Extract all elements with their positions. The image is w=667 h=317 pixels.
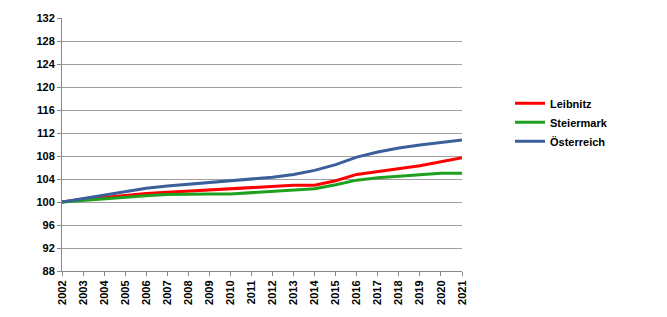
svg-text:2003: 2003 bbox=[77, 280, 89, 304]
svg-text:92: 92 bbox=[43, 242, 55, 254]
svg-text:120: 120 bbox=[36, 81, 54, 93]
svg-text:2016: 2016 bbox=[350, 280, 362, 304]
svg-text:2005: 2005 bbox=[119, 280, 131, 304]
svg-text:108: 108 bbox=[36, 150, 54, 162]
svg-text:2002: 2002 bbox=[56, 280, 68, 304]
svg-text:2010: 2010 bbox=[224, 280, 236, 304]
svg-text:96: 96 bbox=[43, 219, 55, 231]
svg-text:2006: 2006 bbox=[140, 280, 152, 304]
svg-text:128: 128 bbox=[36, 35, 54, 47]
svg-text:112: 112 bbox=[37, 127, 55, 139]
svg-text:Österreich: Österreich bbox=[550, 136, 605, 148]
svg-text:132: 132 bbox=[36, 12, 54, 24]
svg-text:Leibnitz: Leibnitz bbox=[550, 98, 592, 110]
svg-text:2004: 2004 bbox=[98, 280, 110, 305]
svg-text:124: 124 bbox=[36, 58, 55, 70]
svg-text:2012: 2012 bbox=[266, 280, 278, 304]
svg-text:2019: 2019 bbox=[413, 280, 425, 304]
svg-text:2009: 2009 bbox=[203, 280, 215, 304]
svg-text:2008: 2008 bbox=[182, 280, 194, 304]
svg-text:88: 88 bbox=[43, 265, 55, 277]
svg-text:2011: 2011 bbox=[245, 280, 257, 304]
svg-text:2015: 2015 bbox=[329, 280, 341, 304]
svg-text:2018: 2018 bbox=[392, 280, 404, 304]
svg-text:2021: 2021 bbox=[456, 280, 468, 304]
svg-text:2013: 2013 bbox=[287, 280, 299, 304]
svg-text:2007: 2007 bbox=[161, 280, 173, 304]
svg-text:104: 104 bbox=[36, 173, 55, 185]
svg-text:2020: 2020 bbox=[435, 280, 447, 304]
svg-text:2017: 2017 bbox=[371, 280, 383, 304]
svg-text:Steiermark: Steiermark bbox=[550, 117, 608, 129]
svg-text:2014: 2014 bbox=[308, 280, 320, 305]
svg-text:100: 100 bbox=[36, 196, 54, 208]
svg-text:116: 116 bbox=[37, 104, 55, 116]
